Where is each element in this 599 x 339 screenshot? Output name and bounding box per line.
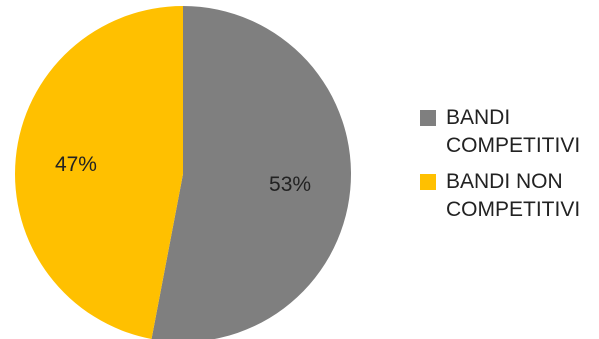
legend-label-line1: BANDI [446, 106, 511, 129]
legend-item-bandi-non-competitivi: BANDI NON COMPETITIVI [420, 168, 595, 224]
legend-item-bandi-competitivi: BANDI COMPETITIVI [420, 104, 595, 160]
legend-label-line2: COMPETITIVI [446, 134, 581, 157]
legend-label-line2: COMPETITIVI [446, 198, 581, 221]
pie-slice-0 [151, 6, 351, 339]
slice-data-label-1: 47% [55, 153, 97, 176]
legend-swatch-bandi-competitivi [420, 110, 436, 126]
pie-slice-1 [15, 6, 183, 339]
legend-swatch-bandi-non-competitivi [420, 174, 436, 190]
chart-legend: BANDI COMPETITIVI BANDI NON COMPETITIVI [420, 104, 595, 232]
slice-data-label-0: 53% [269, 173, 311, 196]
legend-label-line1: BANDI NON [446, 170, 563, 193]
